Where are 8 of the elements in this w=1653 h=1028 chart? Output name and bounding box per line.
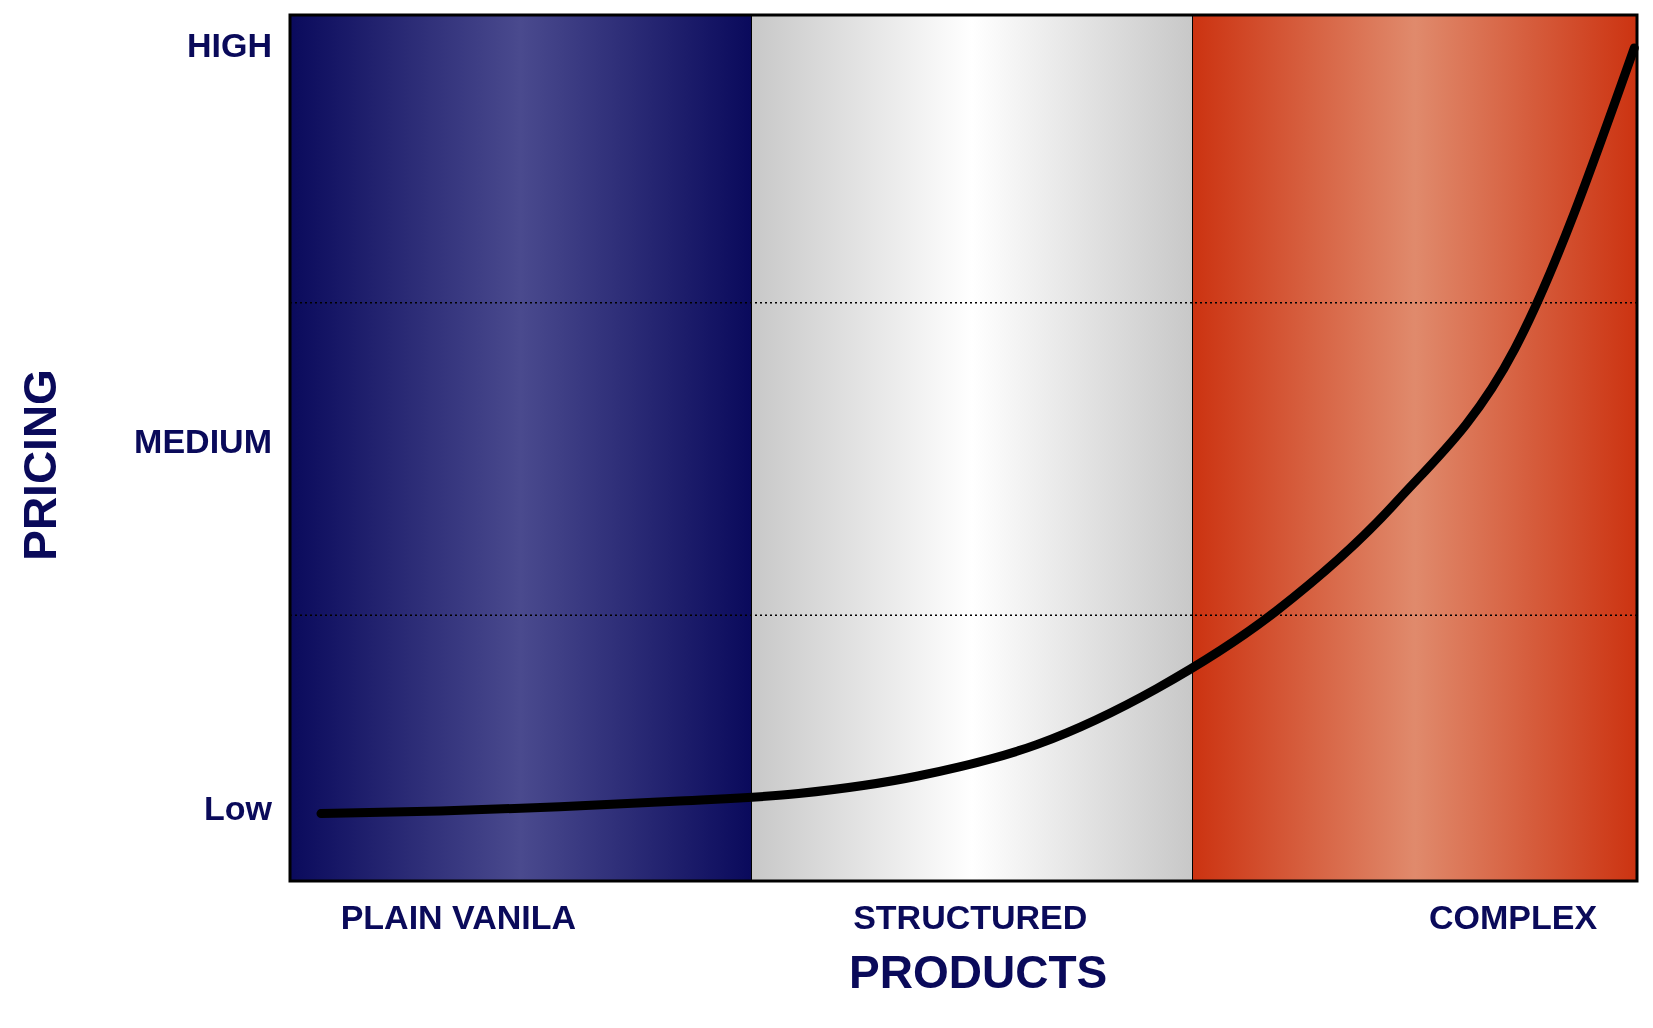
- x-axis-title: PRODUCTS: [849, 945, 1108, 998]
- y-axis-title: PRICING: [13, 369, 66, 561]
- text: STRUCTURED: [853, 898, 1088, 936]
- text: PLAIN VANILA: [340, 898, 577, 936]
- text: HIGH: [187, 26, 272, 64]
- text: Low: [204, 789, 273, 827]
- text: MEDIUM: [134, 422, 272, 460]
- text: COMPLEX: [1429, 898, 1598, 936]
